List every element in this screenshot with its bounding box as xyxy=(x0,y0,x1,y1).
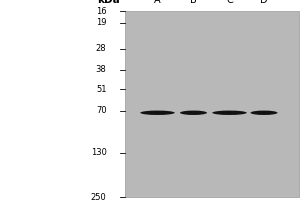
Text: A: A xyxy=(154,0,161,5)
Bar xyxy=(124,11,298,197)
Text: D: D xyxy=(260,0,268,5)
Text: 51: 51 xyxy=(96,85,106,94)
Ellipse shape xyxy=(212,111,247,115)
Text: 250: 250 xyxy=(91,192,106,200)
Text: C: C xyxy=(226,0,233,5)
Text: 130: 130 xyxy=(91,148,106,157)
Text: 38: 38 xyxy=(96,65,106,74)
Text: 16: 16 xyxy=(96,6,106,16)
Text: 28: 28 xyxy=(96,44,106,53)
Text: 19: 19 xyxy=(96,18,106,27)
Ellipse shape xyxy=(180,111,207,115)
Text: kDa: kDa xyxy=(97,0,119,5)
Ellipse shape xyxy=(250,111,278,115)
Ellipse shape xyxy=(140,111,175,115)
Text: 70: 70 xyxy=(96,106,106,115)
Text: B: B xyxy=(190,0,197,5)
